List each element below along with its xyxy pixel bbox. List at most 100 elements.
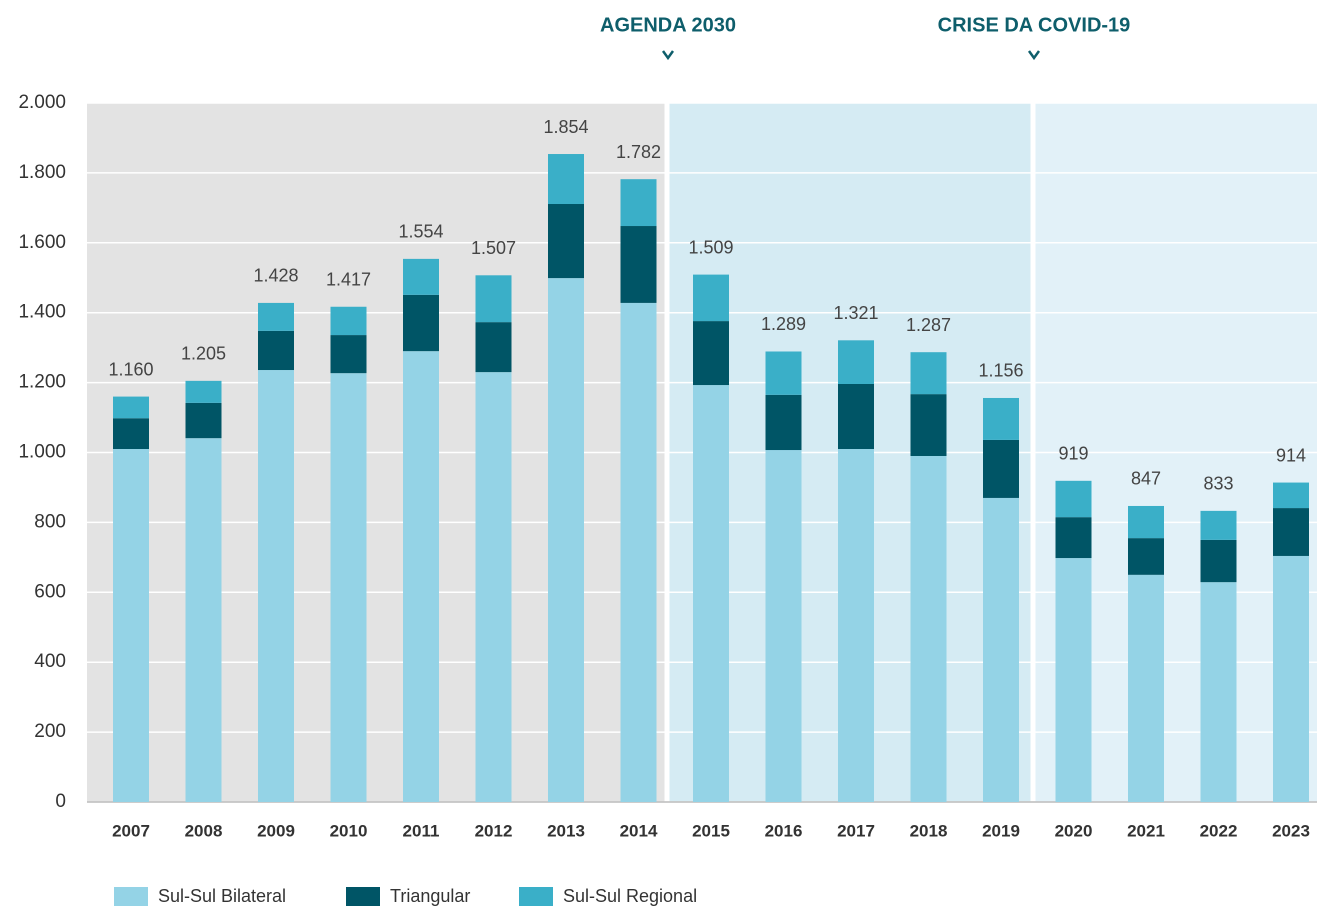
total-label: 1.428 — [253, 266, 298, 286]
y-tick-label: 400 — [34, 651, 66, 672]
bar-segment — [1055, 480, 1092, 518]
bar-segment — [1273, 508, 1309, 556]
annotation: AGENDA 2030 — [600, 14, 736, 36]
total-label: 1.854 — [543, 117, 588, 137]
bar-segment — [185, 380, 222, 403]
bar-segment — [403, 351, 439, 802]
bar-segment — [113, 396, 149, 419]
legend-label: Sul-Sul Regional — [563, 886, 697, 906]
bar-segment — [838, 340, 874, 384]
bar-segment — [765, 394, 802, 451]
annotation: CRISE DA COVID-19 — [938, 14, 1131, 36]
total-label: 1.417 — [326, 270, 371, 290]
x-tick-label: 2007 — [112, 821, 150, 840]
bar-segment — [910, 455, 947, 802]
bar-segment — [113, 449, 149, 802]
x-tick-label: 2013 — [547, 821, 585, 840]
y-tick-label: 0 — [55, 791, 66, 812]
legend-swatch — [346, 887, 380, 906]
x-tick-label: 2011 — [403, 821, 440, 840]
annotation-marker — [661, 50, 675, 61]
bar-segment — [983, 397, 1019, 440]
legend-swatch — [519, 887, 553, 906]
x-tick-label: 2010 — [330, 821, 368, 840]
legend-swatch — [114, 887, 148, 906]
x-tick-label: 2020 — [1055, 821, 1093, 840]
annotation-marker — [1027, 50, 1041, 61]
bar-segment — [403, 294, 439, 352]
total-label: 1.156 — [978, 361, 1023, 381]
total-label: 1.205 — [181, 344, 226, 364]
y-tick-label: 2.000 — [18, 92, 66, 113]
bar-segment — [403, 258, 439, 295]
bar-segment — [1273, 555, 1309, 802]
bar-segment — [1128, 505, 1164, 539]
x-tick-label: 2012 — [475, 821, 513, 840]
total-label: 1.554 — [398, 222, 443, 242]
y-tick-label: 1.000 — [18, 442, 66, 463]
total-label: 1.507 — [471, 238, 516, 258]
bar-segment — [185, 402, 222, 439]
y-tick-label: 1.200 — [18, 372, 66, 393]
x-tick-label: 2014 — [620, 821, 658, 840]
x-tick-label: 2015 — [692, 821, 730, 840]
bar-segment — [475, 372, 512, 802]
bar-segment — [1055, 517, 1092, 559]
total-label: 1.509 — [688, 237, 733, 257]
bar-segment — [910, 352, 947, 395]
x-tick-label: 2019 — [982, 821, 1020, 840]
total-label: 1.321 — [833, 303, 878, 323]
total-label: 914 — [1276, 445, 1306, 465]
total-label: 1.782 — [616, 142, 661, 162]
legend-label: Sul-Sul Bilateral — [158, 886, 286, 906]
bar-segment — [1128, 538, 1164, 575]
total-label: 833 — [1203, 474, 1233, 494]
bar-segment — [1128, 574, 1164, 802]
x-tick-label: 2008 — [185, 821, 223, 840]
y-tick-label: 1.400 — [18, 302, 66, 323]
bar-segment — [548, 154, 584, 205]
y-tick-label: 600 — [34, 581, 66, 602]
bar-segment — [693, 321, 729, 386]
bar-segment — [693, 385, 729, 802]
bar-segment — [475, 275, 512, 323]
bar-segment — [475, 322, 512, 373]
bar-segment — [838, 383, 874, 450]
bar-segment — [838, 449, 874, 802]
bar-segment — [113, 418, 149, 450]
bar-segment — [258, 302, 294, 331]
bar-segment — [548, 278, 584, 802]
x-tick-label: 2021 — [1127, 821, 1165, 840]
bar-segment — [1273, 482, 1309, 509]
legend-label: Triangular — [390, 886, 470, 906]
bar-segment — [330, 335, 367, 374]
total-label: 1.287 — [906, 315, 951, 335]
bar-segment — [765, 351, 802, 395]
bar-segment — [620, 302, 657, 802]
bar-segment — [693, 274, 729, 322]
y-tick-label: 1.800 — [18, 162, 66, 183]
bar-segment — [620, 226, 657, 303]
bar-segment — [1200, 582, 1237, 802]
bar-segment — [548, 204, 584, 279]
total-label: 847 — [1131, 469, 1161, 489]
x-tick-label: 2018 — [910, 821, 948, 840]
bar-segment — [910, 394, 947, 456]
y-tick-label: 200 — [34, 721, 66, 742]
x-tick-label: 2016 — [765, 821, 803, 840]
total-label: 919 — [1058, 444, 1088, 464]
y-tick-label: 800 — [34, 511, 66, 532]
x-tick-label: 2022 — [1200, 821, 1238, 840]
bar-segment — [765, 450, 802, 802]
bar-segment — [258, 330, 294, 371]
bar-segment — [185, 438, 222, 802]
bar-segment — [620, 179, 657, 227]
bar-segment — [1055, 558, 1092, 802]
bar-segment — [983, 497, 1019, 802]
bar-segment — [330, 306, 367, 336]
bar-segment — [1200, 510, 1237, 540]
y-tick-label: 1.600 — [18, 232, 66, 253]
bar-segment — [983, 439, 1019, 498]
bar-segment — [330, 373, 367, 802]
